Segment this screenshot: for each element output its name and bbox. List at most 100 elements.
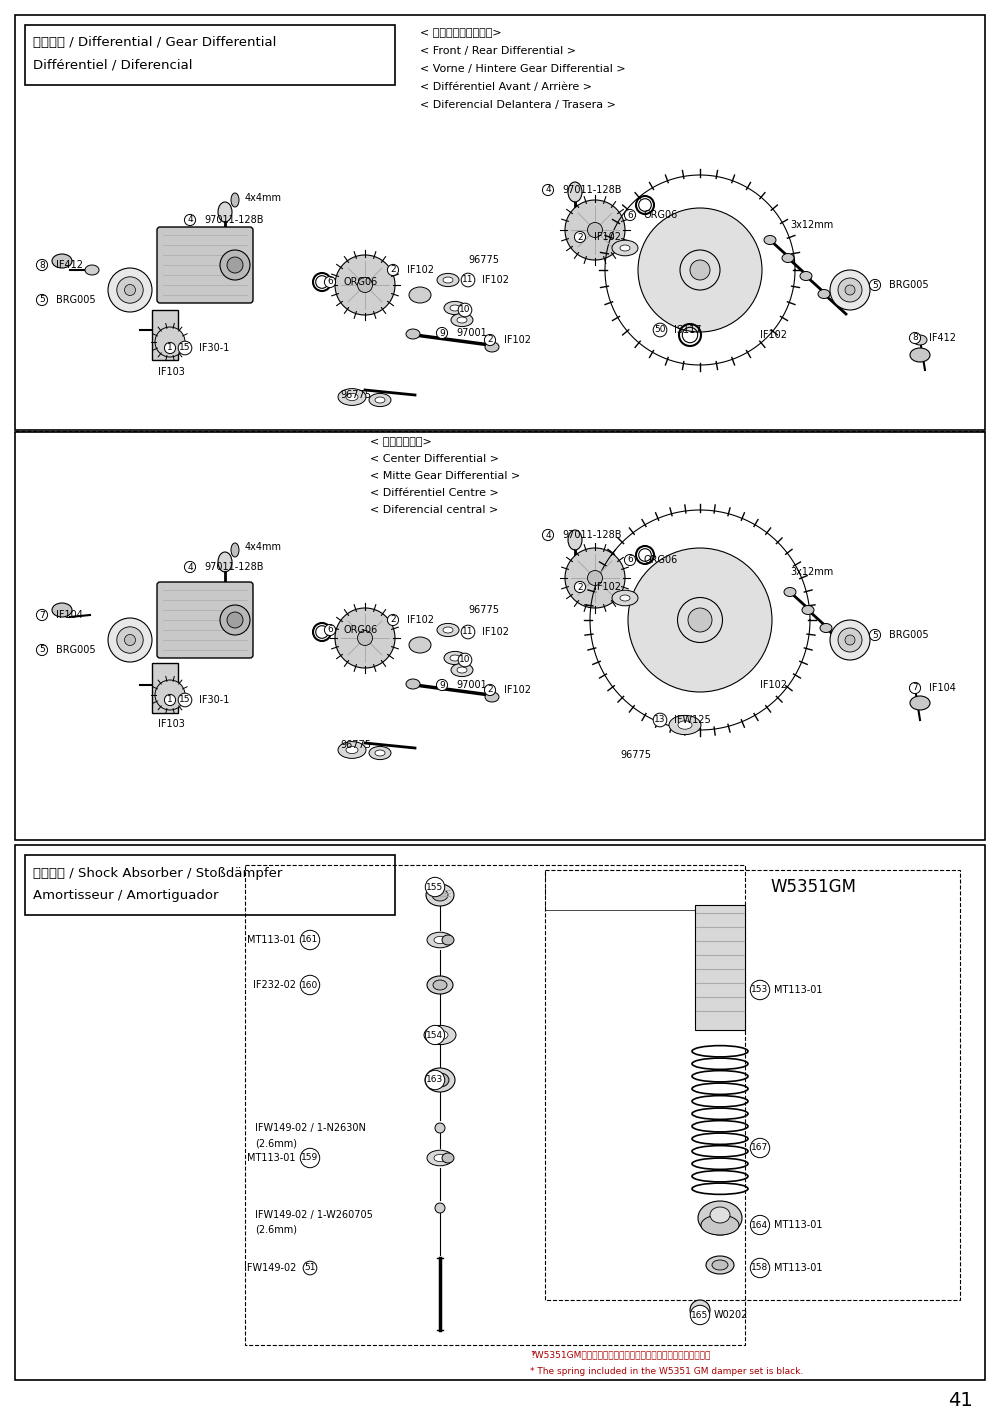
Text: 97011-128B: 97011-128B (204, 561, 264, 573)
Ellipse shape (568, 182, 582, 202)
Ellipse shape (838, 628, 862, 652)
Ellipse shape (124, 635, 136, 646)
Ellipse shape (688, 608, 712, 632)
Text: 1: 1 (167, 696, 173, 704)
Text: < フロント／リヤデフ>: < フロント／リヤデフ> (420, 28, 502, 38)
Ellipse shape (443, 626, 453, 633)
Text: IF30-1: IF30-1 (199, 696, 229, 706)
Text: 50: 50 (654, 325, 666, 335)
Text: W0202: W0202 (714, 1309, 748, 1321)
Ellipse shape (375, 749, 385, 756)
Text: 4: 4 (545, 185, 551, 195)
Text: IF103: IF103 (158, 368, 185, 378)
Ellipse shape (437, 624, 459, 636)
Text: IFW149-02 / 1-W260705: IFW149-02 / 1-W260705 (255, 1210, 373, 1220)
Text: < Différentiel Centre >: < Différentiel Centre > (370, 488, 499, 498)
Text: 15: 15 (179, 696, 191, 704)
Text: W5351GM: W5351GM (770, 878, 856, 896)
Text: < Diferencial central >: < Diferencial central > (370, 505, 498, 515)
Text: 2: 2 (577, 583, 583, 591)
Ellipse shape (442, 935, 454, 945)
Text: 8: 8 (912, 334, 918, 342)
Ellipse shape (457, 667, 467, 673)
Ellipse shape (678, 598, 722, 642)
Text: IF102: IF102 (594, 232, 621, 242)
Text: IF102: IF102 (482, 626, 509, 636)
Ellipse shape (712, 1260, 728, 1270)
Text: BRG005: BRG005 (56, 296, 96, 305)
Ellipse shape (117, 277, 143, 303)
Ellipse shape (338, 389, 366, 406)
Text: 96775: 96775 (620, 749, 651, 759)
Text: < センターデフ>: < センターデフ> (370, 437, 432, 447)
Text: 13: 13 (654, 715, 666, 724)
Ellipse shape (802, 605, 814, 615)
Ellipse shape (231, 543, 239, 557)
Ellipse shape (409, 287, 431, 303)
Text: MT113-01: MT113-01 (248, 935, 296, 945)
Ellipse shape (818, 290, 830, 298)
Text: 155: 155 (426, 882, 444, 891)
Text: IF102: IF102 (504, 684, 531, 696)
Text: ダンパー / Shock Absorber / Stoßdämpfer: ダンパー / Shock Absorber / Stoßdämpfer (33, 867, 282, 880)
Text: ORG06: ORG06 (644, 556, 678, 566)
Text: 97001: 97001 (456, 680, 487, 690)
Ellipse shape (220, 250, 250, 280)
Ellipse shape (369, 747, 391, 759)
Ellipse shape (338, 741, 366, 758)
Ellipse shape (434, 936, 446, 943)
Ellipse shape (620, 245, 630, 252)
Ellipse shape (227, 612, 243, 628)
Text: ※: ※ (760, 1141, 770, 1154)
Ellipse shape (710, 1208, 730, 1223)
Text: 4: 4 (545, 530, 551, 540)
Ellipse shape (231, 192, 239, 206)
Text: IF102: IF102 (407, 615, 434, 625)
Polygon shape (335, 255, 395, 315)
Ellipse shape (108, 269, 152, 312)
Ellipse shape (437, 273, 459, 287)
Text: 97011-128B: 97011-128B (562, 530, 622, 540)
Text: IF102: IF102 (760, 329, 787, 339)
Ellipse shape (155, 680, 185, 710)
FancyBboxPatch shape (152, 663, 178, 713)
Ellipse shape (346, 747, 358, 754)
Text: * The spring included in the W5351 GM damper set is black.: * The spring included in the W5351 GM da… (530, 1366, 803, 1376)
Text: 6: 6 (327, 277, 333, 287)
Ellipse shape (108, 618, 152, 662)
Polygon shape (565, 549, 625, 608)
Ellipse shape (433, 980, 447, 990)
Ellipse shape (457, 317, 467, 322)
Ellipse shape (845, 635, 855, 645)
Ellipse shape (830, 270, 870, 310)
Text: IF104: IF104 (929, 683, 956, 693)
Ellipse shape (218, 551, 232, 573)
Text: 5: 5 (39, 646, 45, 655)
Text: MT113-01: MT113-01 (774, 986, 822, 995)
Ellipse shape (435, 1203, 445, 1213)
Ellipse shape (764, 236, 776, 245)
Text: < Vorne / Hintere Gear Differential >: < Vorne / Hintere Gear Differential > (420, 64, 626, 74)
Text: 6: 6 (627, 556, 633, 564)
Text: 11: 11 (462, 276, 474, 284)
Text: 6: 6 (327, 625, 333, 635)
Ellipse shape (588, 222, 602, 238)
Text: MT113-01: MT113-01 (774, 1263, 822, 1273)
Ellipse shape (52, 255, 72, 269)
Text: (2.6mm): (2.6mm) (255, 1225, 297, 1234)
Text: 1: 1 (167, 344, 173, 352)
Text: 51: 51 (304, 1264, 316, 1273)
Text: IF104: IF104 (56, 609, 83, 619)
Ellipse shape (845, 286, 855, 296)
Ellipse shape (800, 271, 812, 280)
Ellipse shape (706, 1256, 734, 1274)
Text: 6: 6 (627, 211, 633, 219)
FancyBboxPatch shape (157, 228, 253, 303)
Text: 165: 165 (691, 1311, 709, 1319)
Text: 96775: 96775 (340, 390, 371, 400)
Text: BRG005: BRG005 (56, 645, 96, 655)
Text: ‽W5351GMダンパーセットに含まれるスプリングは黒になります: ‽W5351GMダンパーセットに含まれるスプリングは黒になります (530, 1350, 710, 1359)
Ellipse shape (784, 587, 796, 597)
Ellipse shape (612, 590, 638, 605)
Ellipse shape (124, 284, 136, 296)
